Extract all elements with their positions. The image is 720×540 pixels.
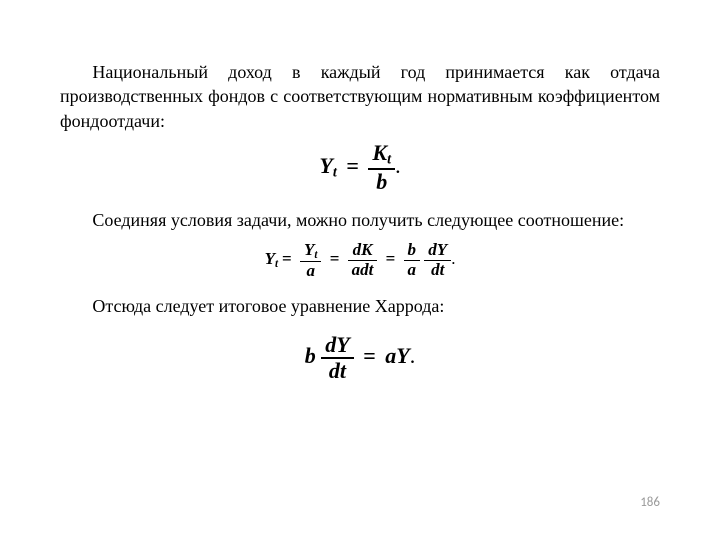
page: Национальный доход в каждый год принимае… <box>0 0 720 540</box>
eq3-f-den: dt <box>321 359 353 383</box>
eq3-period: . <box>410 343 416 368</box>
eq2-f1-num-sub: t <box>314 248 317 260</box>
eq2-period: . <box>451 249 455 268</box>
page-number: 186 <box>640 495 660 510</box>
eq2-frac-1: Yt a <box>300 241 321 281</box>
equation-2: Yt= Yt a = dK adt = b a dY dt . <box>60 241 660 281</box>
eq3-fraction: dY dt <box>321 333 353 383</box>
eq2-frac-2: dK adt <box>348 241 378 279</box>
equation-3: b dY dt = aY. <box>60 333 660 383</box>
paragraph-3: Отсюда следует итоговое уравнение Харрод… <box>60 294 660 318</box>
eq2-f1-den: a <box>300 262 321 281</box>
eq1-period: . <box>395 153 401 178</box>
eq1-lhs-var: Y <box>319 153 332 178</box>
eq1-num-var: K <box>372 140 387 165</box>
eq2-f2-den: adt <box>348 261 378 280</box>
equation-1: Yt = Kt b . <box>60 141 660 194</box>
eq2-f2-num: dK <box>348 241 378 261</box>
paragraph-1: Национальный доход в каждый год принимае… <box>60 60 660 133</box>
equals-sign: = <box>359 343 380 368</box>
equals-sign: = <box>278 249 296 268</box>
eq2-frac-3: b a <box>404 241 421 279</box>
eq3-rhs: aY <box>385 343 409 368</box>
equals-sign: = <box>326 249 344 268</box>
eq3-coef: b <box>305 343 316 368</box>
eq1-fraction: Kt b <box>368 141 395 194</box>
eq2-f1-num-var: Y <box>304 240 314 259</box>
eq2-f3-den: a <box>404 261 421 280</box>
eq2-f4-den: dt <box>424 261 451 280</box>
eq3-expr: b dY dt = aY. <box>305 343 415 368</box>
equals-sign: = <box>382 249 400 268</box>
eq1-lhs-sub: t <box>333 164 337 180</box>
equals-sign: = <box>342 153 363 178</box>
eq2-f3-num: b <box>404 241 421 261</box>
paragraph-2: Соединяя условия задачи, можно получить … <box>60 208 660 232</box>
eq3-f-num: dY <box>321 333 353 359</box>
eq2-expr: Yt= Yt a = dK adt = b a dY dt . <box>265 249 456 268</box>
eq2-lhs-var: Y <box>265 249 275 268</box>
eq2-f4-num: dY <box>424 241 451 261</box>
eq2-frac-4: dY dt <box>424 241 451 279</box>
eq1-num-sub: t <box>387 151 391 167</box>
eq1-expr: Yt = Kt b . <box>319 153 400 178</box>
eq1-den: b <box>368 170 395 194</box>
